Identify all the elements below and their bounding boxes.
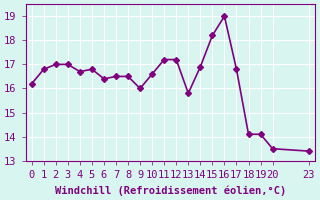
- X-axis label: Windchill (Refroidissement éolien,°C): Windchill (Refroidissement éolien,°C): [55, 185, 286, 196]
